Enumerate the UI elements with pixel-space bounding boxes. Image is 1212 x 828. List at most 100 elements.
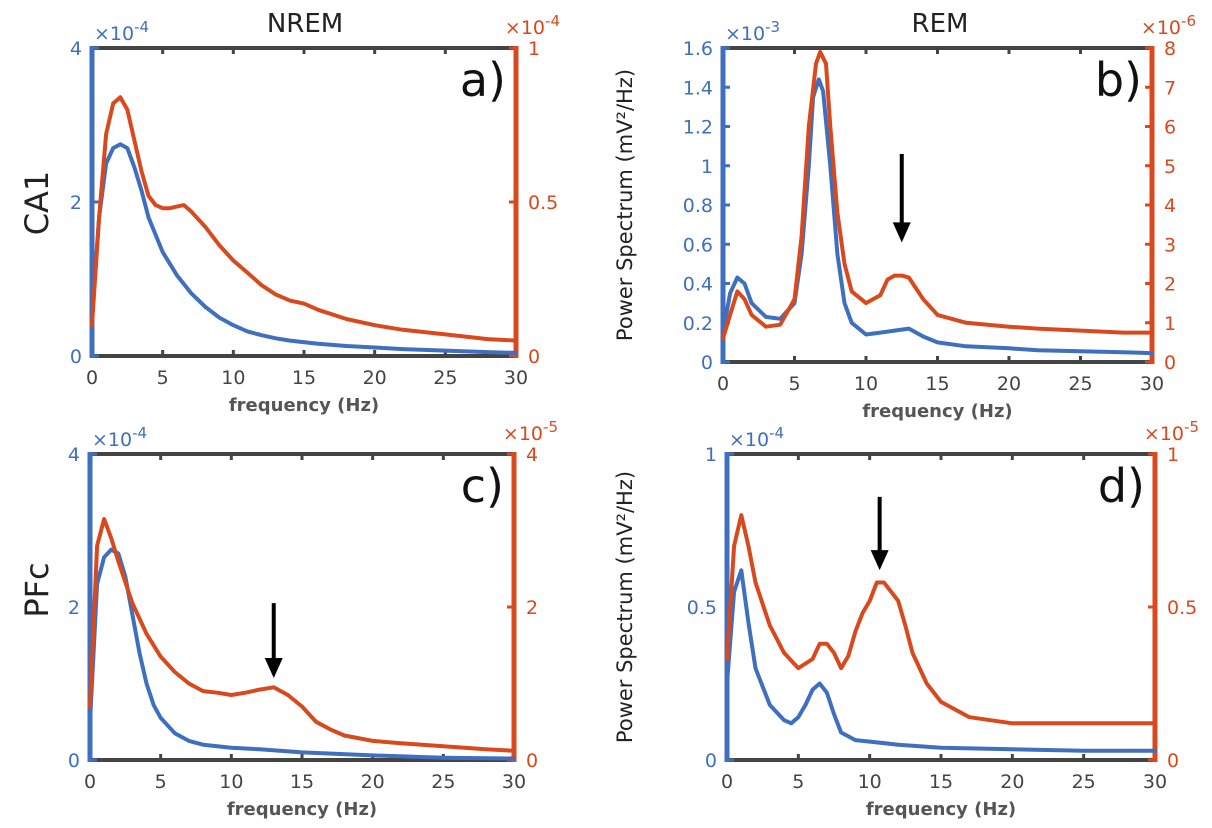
right-y-tick-label: 4 (526, 444, 538, 466)
x-tick-label: 20 (363, 367, 387, 389)
right-axis-multiplier: ×10-5 (1144, 418, 1199, 445)
x-tick-label: 0 (717, 373, 729, 395)
left-y-tick-label: 1 (701, 156, 713, 178)
left-axis-multiplier: ×10-4 (94, 18, 149, 45)
x-tick-label: 30 (502, 771, 526, 793)
x-tick-label: 15 (290, 771, 314, 793)
right-y-tick-label: 2 (526, 597, 538, 619)
right-y-tick-label: 3 (1164, 234, 1176, 256)
panel-label: c) (461, 459, 504, 513)
x-tick-label: 20 (1000, 771, 1024, 793)
left-y-tick-label: 0.4 (683, 274, 713, 296)
column-title-rem: REM (912, 9, 969, 39)
right-y-tick-label: 6 (1164, 117, 1176, 139)
left-y-tick-label: 1.2 (683, 117, 713, 139)
x-axis-label: frequency (Hz) (229, 395, 379, 416)
arrow-head (870, 550, 889, 571)
left-axis-multiplier: ×10-4 (92, 424, 147, 451)
x-tick-label: 25 (1072, 771, 1096, 793)
series-line-blue (721, 77, 1154, 356)
x-tick-label: 10 (858, 771, 882, 793)
right-axis-multiplier: ×10-6 (1141, 12, 1196, 39)
series-line-red (88, 517, 516, 753)
x-axis-label: frequency (Hz) (862, 401, 1012, 422)
left-y-tick-label: 0.5 (687, 597, 717, 619)
right-y-tick-label: 8 (1164, 38, 1176, 60)
x-tick-label: 10 (221, 367, 245, 389)
x-tick-label: 0 (721, 771, 733, 793)
series-line-blue (725, 568, 1157, 753)
right-y-tick-label: 0.5 (528, 192, 558, 214)
x-tick-label: 15 (925, 373, 949, 395)
y-axis-label: Power Spectrum (mV²/Hz) (613, 471, 637, 743)
left-y-tick-label: 0.8 (683, 195, 713, 217)
series-line-red (725, 513, 1157, 726)
panel-label: d) (1098, 459, 1145, 513)
left-y-tick-label: 0 (70, 346, 82, 368)
left-y-tick-label: 0 (68, 750, 80, 772)
right-y-tick-label: 1 (1164, 313, 1176, 335)
left-y-tick-label: 0 (705, 750, 717, 772)
right-y-tick-label: 7 (1164, 77, 1176, 99)
left-axis-multiplier: ×10-3 (725, 18, 780, 45)
x-tick-label: 25 (433, 367, 457, 389)
x-tick-label: 30 (504, 367, 528, 389)
x-tick-label: 5 (788, 373, 800, 395)
right-y-tick-label: 0.5 (1167, 597, 1197, 619)
left-y-tick-label: 0.6 (683, 234, 713, 256)
left-y-tick-label: 2 (70, 192, 82, 214)
right-y-tick-label: 0 (528, 346, 540, 368)
right-y-tick-label: 2 (1164, 274, 1176, 296)
left-y-tick-label: 2 (68, 597, 80, 619)
right-axis-multiplier: ×10-4 (505, 12, 560, 39)
row-label-ca1: CA1 (18, 171, 56, 236)
series-line-red (721, 49, 1154, 341)
left-y-tick-label: 1.6 (683, 38, 713, 60)
right-y-tick-label: 0 (1164, 352, 1176, 374)
x-tick-label: 5 (155, 771, 167, 793)
x-tick-label: 0 (84, 771, 96, 793)
x-tick-label: 0 (86, 367, 98, 389)
right-axis-multiplier: ×10-5 (503, 418, 558, 445)
right-y-tick-label: 4 (1164, 195, 1176, 217)
panel-c: 0 5 10 15 20 25 30 frequency (Hz) 0 2 4 0 2 4 ×10-4 ×10… (68, 418, 558, 820)
x-tick-label: 15 (292, 367, 316, 389)
series-line-red (90, 95, 518, 343)
series-line-blue (88, 547, 516, 761)
left-y-tick-label: 1 (705, 444, 717, 466)
left-y-tick-label: 1.4 (683, 77, 713, 99)
x-tick-label: 20 (997, 373, 1021, 395)
arrow-head (264, 658, 283, 679)
right-y-tick-label: 1 (1167, 444, 1179, 466)
left-y-tick-label: 4 (68, 444, 80, 466)
right-y-tick-label: 0 (526, 750, 538, 772)
panel-label: a) (460, 53, 506, 107)
left-y-tick-label: 0 (701, 352, 713, 374)
x-tick-label: 10 (219, 771, 243, 793)
right-y-tick-label: 5 (1164, 156, 1176, 178)
x-tick-label: 5 (792, 771, 804, 793)
x-axis-label: frequency (Hz) (866, 799, 1016, 820)
y-axis-label: Power Spectrum (mV²/Hz) (613, 69, 637, 341)
x-tick-label: 30 (1140, 373, 1164, 395)
x-tick-label: 5 (157, 367, 169, 389)
x-tick-label: 10 (854, 373, 878, 395)
right-y-tick-label: 0 (1167, 750, 1179, 772)
left-y-tick-label: 0.2 (683, 313, 713, 335)
arrow-head (892, 222, 911, 243)
x-tick-label: 20 (361, 771, 385, 793)
right-y-tick-label: 1 (528, 38, 540, 60)
left-axis-multiplier: ×10-4 (729, 424, 784, 451)
x-tick-label: 25 (1068, 373, 1092, 395)
panel-label: b) (1095, 53, 1142, 107)
row-label-pfc: PFc (18, 562, 56, 617)
series-line-blue (90, 142, 518, 355)
x-tick-label: 25 (431, 771, 455, 793)
column-title-nrem: NREM (267, 9, 343, 39)
x-axis-label: frequency (Hz) (227, 799, 377, 820)
